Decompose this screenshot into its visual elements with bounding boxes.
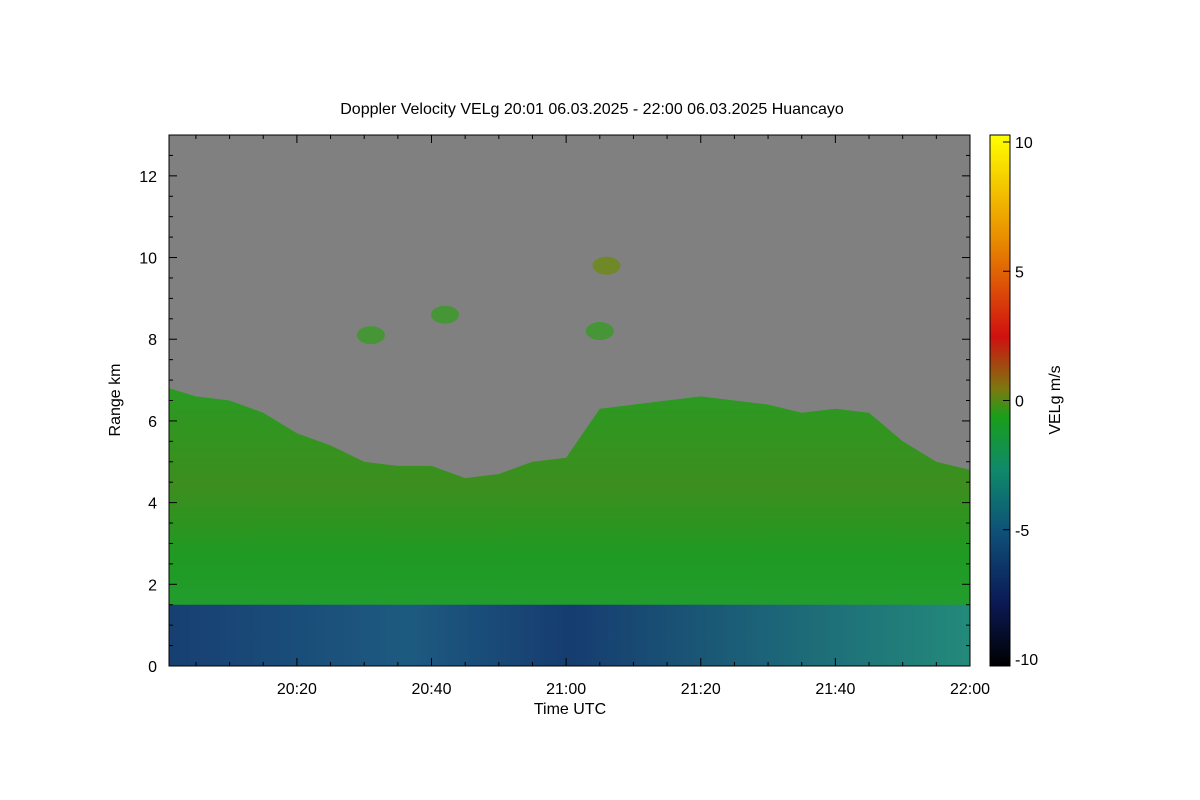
x-axis-label: Time UTC bbox=[534, 701, 606, 718]
colorbar-tick-label: 10 bbox=[1015, 135, 1033, 152]
y-axis: 0 2 4 6 8 10 12 bbox=[139, 154, 970, 676]
x-tick-label: 21:20 bbox=[681, 681, 721, 698]
colorbar-tick-label: 5 bbox=[1015, 264, 1024, 281]
isolated-echo-2 bbox=[585, 322, 614, 341]
y-tick-label: 4 bbox=[148, 496, 157, 513]
x-tick-label: 20:20 bbox=[277, 681, 317, 698]
x-tick-label: 20:40 bbox=[411, 681, 451, 698]
x-tick-label: 21:00 bbox=[546, 681, 586, 698]
y-axis-label: Range km bbox=[107, 364, 124, 437]
y-tick-label: 10 bbox=[139, 251, 157, 268]
x-axis: 20:20 20:40 21:00 21:20 21:40 22:00 bbox=[195, 135, 990, 698]
y-tick-label: 6 bbox=[148, 414, 157, 431]
y-tick-label: 0 bbox=[148, 659, 157, 676]
boundary-layer-region bbox=[169, 604, 970, 666]
colorbar-tick-label: -5 bbox=[1015, 523, 1029, 540]
colorbar-tick-label: 0 bbox=[1015, 394, 1024, 411]
x-tick-label: 22:00 bbox=[950, 681, 990, 698]
isolated-echo-3 bbox=[592, 256, 621, 275]
y-tick-label: 8 bbox=[148, 332, 157, 349]
y-tick-label: 12 bbox=[139, 169, 157, 186]
colorbar-label: VELg m/s bbox=[1047, 365, 1064, 434]
precipitation-echo-region bbox=[169, 388, 970, 666]
isolated-echo-1 bbox=[356, 326, 385, 345]
isolated-echo-0 bbox=[430, 305, 459, 324]
colorbar-axis: 10 5 0 -5 -10 bbox=[1003, 135, 1038, 669]
y-tick-label: 2 bbox=[148, 577, 157, 594]
colorbar-tick-label: -10 bbox=[1015, 652, 1038, 669]
chart-title: Doppler Velocity VELg 20:01 06.03.2025 -… bbox=[340, 101, 844, 118]
x-tick-label: 21:40 bbox=[815, 681, 855, 698]
plot-area bbox=[169, 135, 970, 666]
